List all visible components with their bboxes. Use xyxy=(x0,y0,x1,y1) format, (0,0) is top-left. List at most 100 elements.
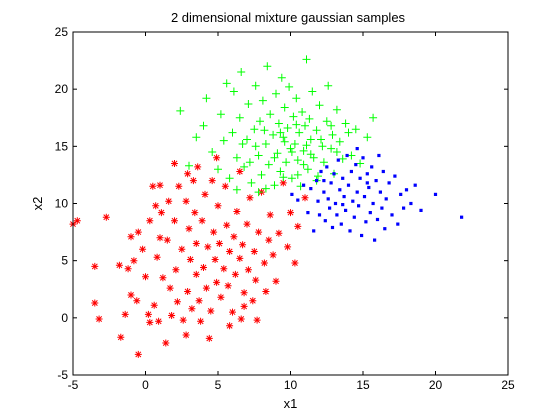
data-point-s0-2 xyxy=(91,263,98,270)
data-point-s0-104 xyxy=(152,202,159,209)
data-point-s2-1 xyxy=(296,199,299,202)
data-point-s2-24 xyxy=(343,195,346,198)
data-point-s1-70 xyxy=(336,138,344,146)
data-point-s0-68 xyxy=(232,271,239,278)
data-point-s0-9 xyxy=(128,233,135,240)
x-tick-label-5: 20 xyxy=(429,378,443,392)
data-point-s0-83 xyxy=(262,288,269,295)
data-point-s0-73 xyxy=(241,289,248,296)
data-point-s1-11 xyxy=(229,129,237,137)
data-point-s1-60 xyxy=(314,172,322,180)
data-point-s0-38 xyxy=(183,198,190,205)
data-point-s1-69 xyxy=(333,106,341,114)
data-point-s1-25 xyxy=(259,97,267,105)
data-point-s0-62 xyxy=(222,183,229,190)
data-point-s1-78 xyxy=(369,114,377,122)
data-point-s0-28 xyxy=(164,237,171,244)
data-point-s0-76 xyxy=(246,194,253,201)
data-point-s0-5 xyxy=(103,214,110,221)
points-layer xyxy=(70,55,464,358)
data-point-s2-30 xyxy=(351,200,354,203)
data-point-s1-88 xyxy=(317,136,325,144)
data-point-s2-45 xyxy=(373,239,376,242)
data-point-s0-55 xyxy=(210,229,217,236)
data-point-s0-32 xyxy=(171,217,178,224)
x-tick-label-3: 10 xyxy=(284,378,298,392)
data-point-s0-87 xyxy=(273,278,280,285)
data-point-s0-72 xyxy=(239,241,246,248)
data-point-s0-13 xyxy=(135,229,142,236)
data-point-s1-63 xyxy=(320,158,328,166)
data-point-s0-108 xyxy=(213,154,220,161)
data-point-s2-0 xyxy=(290,193,293,196)
data-point-s0-30 xyxy=(168,312,175,319)
data-point-s0-24 xyxy=(158,209,165,216)
data-point-s0-16 xyxy=(142,273,149,280)
data-point-s0-10 xyxy=(125,265,132,272)
data-point-s0-7 xyxy=(122,311,129,318)
data-point-s2-62 xyxy=(414,184,417,187)
data-point-s2-16 xyxy=(331,226,334,229)
data-point-s1-52 xyxy=(301,122,309,130)
data-point-s1-34 xyxy=(275,120,283,128)
data-point-s0-61 xyxy=(220,265,227,272)
data-point-s2-43 xyxy=(370,165,373,168)
data-point-s0-19 xyxy=(149,183,156,190)
data-point-s0-101 xyxy=(206,335,213,342)
data-point-s0-15 xyxy=(139,246,146,253)
data-point-s2-2 xyxy=(302,184,305,187)
data-point-s1-44 xyxy=(289,113,297,121)
data-point-s0-27 xyxy=(162,340,169,347)
x-tick-label-4: 15 xyxy=(356,378,370,392)
data-point-s2-40 xyxy=(366,172,369,175)
data-point-s2-39 xyxy=(364,220,367,223)
data-point-s0-65 xyxy=(226,248,233,255)
data-point-s0-36 xyxy=(178,246,185,253)
data-point-s0-80 xyxy=(255,229,262,236)
data-point-s2-68 xyxy=(341,203,344,206)
data-point-s1-54 xyxy=(304,165,312,173)
data-point-s1-7 xyxy=(217,110,225,118)
data-point-s1-71 xyxy=(339,155,347,163)
data-point-s0-8 xyxy=(117,334,124,341)
data-point-s0-98 xyxy=(183,332,190,339)
data-point-s2-4 xyxy=(309,187,312,190)
data-point-s2-18 xyxy=(334,202,337,205)
data-point-s0-99 xyxy=(146,319,153,326)
data-point-s1-75 xyxy=(352,125,360,133)
data-point-s1-61 xyxy=(316,101,324,109)
data-point-s1-90 xyxy=(246,158,254,166)
data-point-s0-4 xyxy=(91,300,98,307)
data-point-s0-63 xyxy=(223,222,230,229)
data-point-s0-41 xyxy=(187,256,194,263)
data-point-s1-24 xyxy=(258,171,266,179)
data-point-s2-20 xyxy=(337,159,340,162)
data-point-s0-60 xyxy=(217,294,224,301)
data-point-s1-28 xyxy=(265,161,273,169)
data-point-s2-6 xyxy=(315,179,318,182)
data-point-s0-31 xyxy=(171,160,178,167)
data-point-s1-10 xyxy=(226,174,234,182)
data-point-s0-88 xyxy=(275,230,282,237)
data-point-s0-107 xyxy=(236,168,243,175)
x-tick-label-0: -5 xyxy=(68,378,79,392)
data-point-s1-45 xyxy=(291,140,299,148)
data-point-s2-47 xyxy=(376,218,379,221)
data-point-s1-31 xyxy=(271,181,279,189)
data-point-s0-25 xyxy=(157,234,164,241)
data-point-s2-12 xyxy=(325,165,328,168)
data-point-s1-14 xyxy=(236,114,244,122)
data-point-s1-15 xyxy=(237,68,245,76)
x-tick-label-1: 0 xyxy=(142,378,149,392)
data-point-s0-96 xyxy=(241,303,248,310)
data-point-s1-97 xyxy=(262,185,270,193)
data-point-s2-51 xyxy=(382,170,385,173)
x-tick-label-2: 5 xyxy=(215,378,222,392)
data-point-s2-35 xyxy=(359,177,362,180)
data-point-s1-13 xyxy=(233,154,241,162)
data-point-s1-56 xyxy=(307,136,315,144)
data-point-s1-22 xyxy=(255,152,263,160)
data-point-s2-21 xyxy=(338,188,341,191)
data-point-s2-7 xyxy=(316,200,319,203)
data-point-s2-37 xyxy=(361,156,364,159)
